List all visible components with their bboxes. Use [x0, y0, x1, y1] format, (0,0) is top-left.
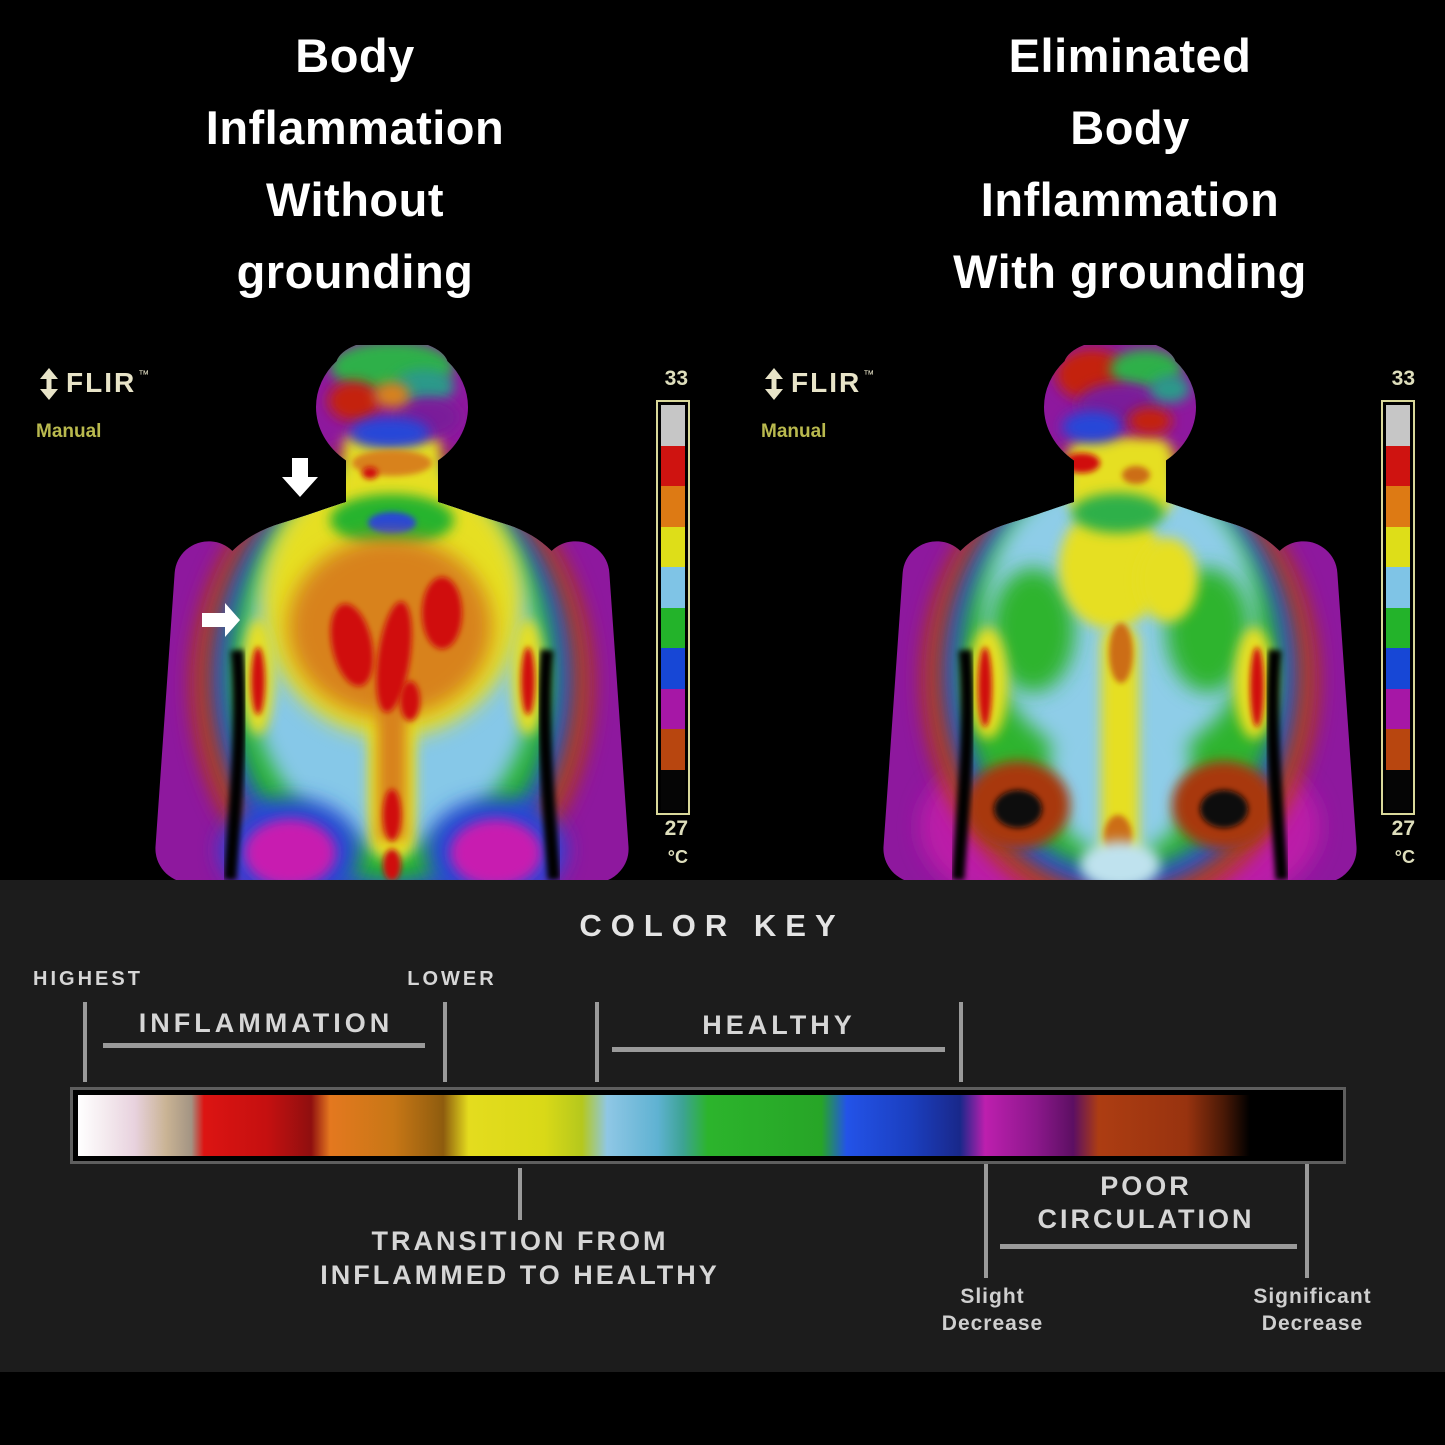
title-line: Eliminated [1008, 29, 1252, 82]
inflammation-underline [103, 1043, 425, 1048]
color-key-bar [70, 1087, 1346, 1164]
significant-line: Decrease [1261, 1312, 1364, 1335]
tick [595, 1002, 599, 1082]
title-line: With grounding [953, 245, 1307, 298]
highest-label: HIGHEST [33, 968, 143, 990]
scale-unit-label: °C [667, 847, 688, 867]
scale-min-label: 27 [664, 817, 688, 840]
slight-decrease-label: Slight Decrease [900, 1283, 1085, 1337]
thermal-image-left [153, 345, 631, 880]
tick [83, 1002, 87, 1082]
flir-wordmark: FLIR [791, 367, 862, 398]
title-line: Body [1070, 101, 1190, 154]
temperature-scale [1381, 400, 1415, 815]
scale-max-label: 33 [1391, 367, 1415, 390]
trademark: ™ [863, 369, 875, 381]
healthy-underline [612, 1047, 945, 1052]
tick [984, 1164, 988, 1278]
title-line: Inflammation [205, 101, 505, 154]
transition-line: INFLAMMED TO HEALTHY [320, 1260, 720, 1290]
arrow-down-icon [282, 458, 318, 497]
tick [959, 1002, 963, 1082]
thermal-panel-left: FLIR ™ Manual [0, 345, 722, 880]
temperature-scale [656, 400, 690, 815]
healthy-label: HEALTHY [702, 1010, 856, 1040]
tick [443, 1002, 447, 1082]
slight-line: Decrease [941, 1312, 1044, 1335]
tick [1305, 1164, 1309, 1278]
title-line: grounding [236, 245, 474, 298]
transition-line: TRANSITION FROM [371, 1226, 669, 1256]
trademark: ™ [138, 369, 150, 381]
title-right: Eliminated Body Inflammation With ground… [865, 20, 1395, 308]
scale-unit-label: °C [1394, 847, 1415, 867]
scale-max-label: 33 [664, 367, 688, 390]
title-left: Body Inflammation Without grounding [95, 20, 615, 308]
color-key-title: COLOR KEY [579, 908, 845, 943]
flir-wordmark: FLIR [66, 367, 137, 398]
color-key-gradient-bar [78, 1095, 1338, 1156]
flir-logo-icon [38, 368, 60, 405]
thermal-image-right [881, 345, 1359, 880]
flir-logo-icon [763, 368, 785, 405]
thermal-panel-right: FLIR ™ Manual [723, 345, 1445, 880]
flir-logo: FLIR ™ [763, 368, 874, 405]
mode-label: Manual [36, 421, 102, 442]
title-line: Without [266, 173, 444, 226]
circulation-underline [1000, 1244, 1297, 1249]
tick [518, 1168, 522, 1220]
title-line: Body [295, 29, 415, 82]
inflammation-label: INFLAMMATION [138, 1008, 394, 1038]
arrow-right-icon [202, 603, 240, 637]
transition-label: TRANSITION FROM INFLAMMED TO HEALTHY [230, 1224, 810, 1292]
slight-line: Slight [960, 1285, 1025, 1308]
lower-label: LOWER [407, 968, 497, 990]
scale-min-label: 27 [1391, 817, 1415, 840]
significant-line: Significant [1253, 1285, 1372, 1308]
poor-circulation-label: POOR CIRCULATION [995, 1170, 1297, 1236]
title-line: Inflammation [980, 173, 1280, 226]
mode-label: Manual [761, 421, 827, 442]
flir-logo: FLIR ™ [38, 368, 149, 405]
poor-circulation-line: POOR [1100, 1171, 1192, 1201]
significant-decrease-label: Significant Decrease [1200, 1283, 1425, 1337]
poor-circulation-line: CIRCULATION [1037, 1204, 1255, 1234]
